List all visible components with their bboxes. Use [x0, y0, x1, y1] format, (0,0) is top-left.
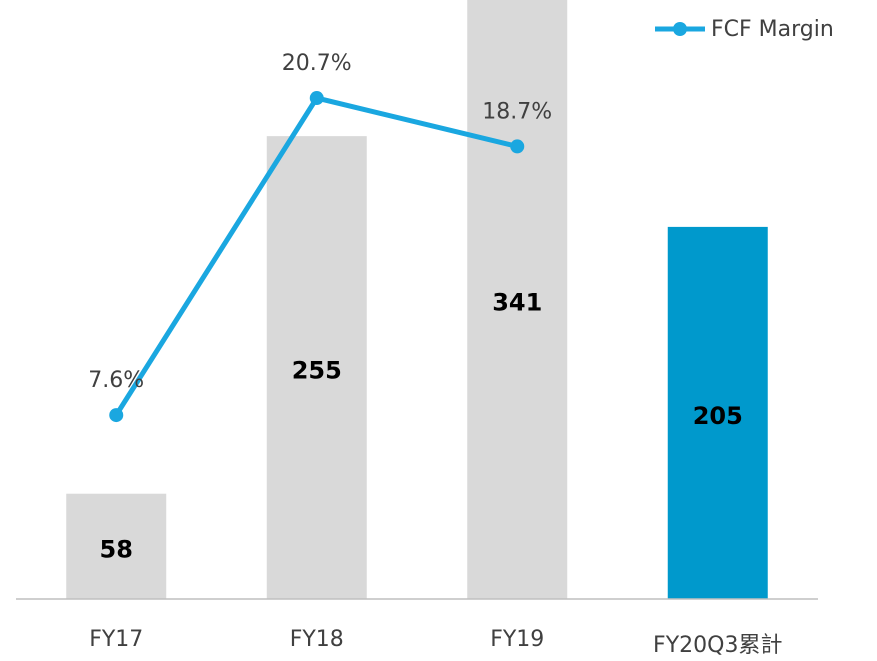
legend-marker	[673, 22, 687, 36]
x-tick-label: FY19	[490, 627, 544, 652]
bar	[66, 493, 167, 599]
bar-value-label: 341	[492, 289, 542, 317]
bar-value-label: 255	[292, 357, 342, 385]
bar	[667, 226, 768, 600]
line-marker	[309, 91, 324, 106]
bar-value-label: 58	[100, 535, 133, 563]
x-tick-label: FY18	[290, 627, 344, 652]
bar-value-label: 205	[693, 402, 743, 430]
line-value-label: 7.6%	[88, 368, 144, 393]
legend-label: FCF Margin	[711, 17, 834, 42]
line-value-label: 20.7%	[282, 51, 352, 76]
bar	[467, 0, 568, 600]
x-tick-label: FY17	[89, 627, 143, 652]
line-marker	[510, 139, 525, 154]
x-tick-label: FY20Q3累計	[653, 633, 782, 658]
line-value-label: 18.7%	[482, 99, 552, 124]
bar	[266, 136, 367, 600]
line-marker	[109, 408, 124, 423]
